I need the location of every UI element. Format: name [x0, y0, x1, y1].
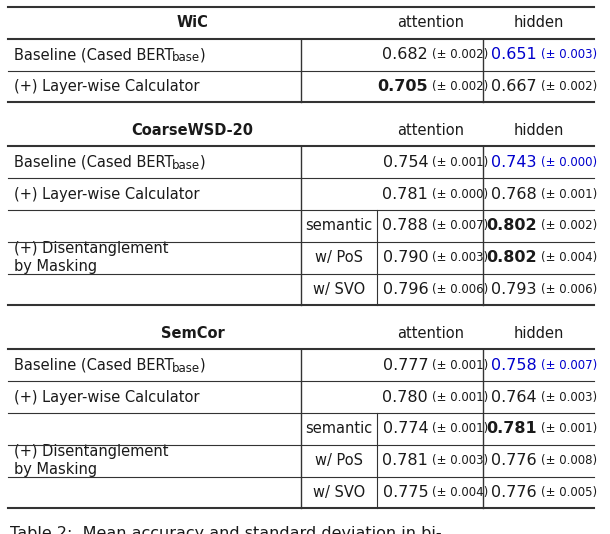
Text: by Masking: by Masking: [14, 462, 97, 477]
Text: (± 0.001): (± 0.001): [540, 422, 597, 435]
Text: Baseline (Cased BERT: Baseline (Cased BERT: [14, 155, 173, 170]
Text: (± 0.004): (± 0.004): [540, 251, 597, 264]
Text: 0.777: 0.777: [382, 358, 428, 373]
Text: semantic: semantic: [305, 421, 373, 436]
Text: hidden: hidden: [514, 15, 564, 30]
Text: 0.802: 0.802: [486, 218, 537, 233]
Text: 0.780: 0.780: [382, 390, 428, 405]
Text: 0.705: 0.705: [378, 79, 428, 94]
Text: ): ): [200, 47, 206, 62]
Text: 0.667: 0.667: [491, 79, 537, 94]
Text: by Masking: by Masking: [14, 259, 97, 274]
Text: (± 0.002): (± 0.002): [432, 80, 489, 93]
Text: 0.651: 0.651: [491, 47, 537, 62]
Text: 0.793: 0.793: [491, 282, 537, 297]
Text: 0.775: 0.775: [382, 485, 428, 500]
Text: 0.781: 0.781: [486, 421, 537, 436]
Text: (± 0.003): (± 0.003): [540, 48, 597, 61]
Text: (± 0.003): (± 0.003): [540, 391, 597, 404]
Text: (± 0.001): (± 0.001): [432, 156, 489, 169]
Text: w/ PoS: w/ PoS: [315, 453, 363, 468]
Text: 0.776: 0.776: [491, 485, 537, 500]
Text: ): ): [200, 155, 206, 170]
Text: (± 0.002): (± 0.002): [540, 219, 597, 232]
Text: (+) Layer-wise Calculator: (+) Layer-wise Calculator: [14, 79, 199, 94]
Text: (± 0.002): (± 0.002): [540, 80, 597, 93]
Text: 0.682: 0.682: [382, 47, 428, 62]
Text: w/ PoS: w/ PoS: [315, 250, 363, 265]
Text: (± 0.001): (± 0.001): [540, 187, 597, 201]
Text: (± 0.007): (± 0.007): [432, 219, 489, 232]
Text: Table 2:  Mean accuracy and standard deviation in bi-: Table 2: Mean accuracy and standard devi…: [10, 526, 442, 534]
Text: (± 0.003): (± 0.003): [432, 454, 488, 467]
Text: 0.790: 0.790: [382, 250, 428, 265]
Text: (+) Disentanglement: (+) Disentanglement: [14, 444, 168, 459]
Text: 0.758: 0.758: [491, 358, 537, 373]
Text: 0.743: 0.743: [491, 155, 537, 170]
Text: (± 0.001): (± 0.001): [432, 359, 489, 372]
Text: attention: attention: [396, 326, 464, 341]
Text: (± 0.006): (± 0.006): [432, 283, 489, 296]
Text: (± 0.005): (± 0.005): [540, 486, 597, 499]
Text: hidden: hidden: [514, 326, 564, 341]
Text: (± 0.007): (± 0.007): [540, 359, 597, 372]
Text: Baseline (Cased BERT: Baseline (Cased BERT: [14, 358, 173, 373]
Text: 0.754: 0.754: [382, 155, 428, 170]
Text: base: base: [171, 159, 200, 172]
Text: 0.764: 0.764: [491, 390, 537, 405]
Text: 0.788: 0.788: [382, 218, 428, 233]
Text: w/ SVO: w/ SVO: [313, 282, 365, 297]
Text: w/ SVO: w/ SVO: [313, 485, 365, 500]
Text: 0.774: 0.774: [382, 421, 428, 436]
Text: attention: attention: [396, 123, 464, 138]
Text: (± 0.006): (± 0.006): [540, 283, 597, 296]
Text: (± 0.008): (± 0.008): [540, 454, 597, 467]
Text: CoarseWSD-20: CoarseWSD-20: [131, 123, 253, 138]
Text: SemCor: SemCor: [160, 326, 224, 341]
Text: hidden: hidden: [514, 123, 564, 138]
Text: 0.802: 0.802: [486, 250, 537, 265]
Text: 0.768: 0.768: [491, 187, 537, 202]
Text: (± 0.003): (± 0.003): [432, 251, 488, 264]
Text: base: base: [171, 362, 200, 375]
Text: (+) Disentanglement: (+) Disentanglement: [14, 241, 168, 256]
Text: (± 0.001): (± 0.001): [432, 391, 489, 404]
Text: (+) Layer-wise Calculator: (+) Layer-wise Calculator: [14, 390, 199, 405]
Text: (± 0.004): (± 0.004): [432, 486, 489, 499]
Text: 0.776: 0.776: [491, 453, 537, 468]
Text: semantic: semantic: [305, 218, 373, 233]
Text: attention: attention: [396, 15, 464, 30]
Text: (+) Layer-wise Calculator: (+) Layer-wise Calculator: [14, 187, 199, 202]
Text: 0.781: 0.781: [382, 187, 428, 202]
Text: (± 0.001): (± 0.001): [432, 422, 489, 435]
Text: (± 0.000): (± 0.000): [432, 187, 488, 201]
Text: base: base: [171, 51, 200, 64]
Text: ): ): [200, 358, 206, 373]
Text: Baseline (Cased BERT: Baseline (Cased BERT: [14, 47, 173, 62]
Text: 0.781: 0.781: [382, 453, 428, 468]
Text: (± 0.000): (± 0.000): [540, 156, 597, 169]
Text: (± 0.002): (± 0.002): [432, 48, 489, 61]
Text: WiC: WiC: [176, 15, 209, 30]
Text: 0.796: 0.796: [382, 282, 428, 297]
